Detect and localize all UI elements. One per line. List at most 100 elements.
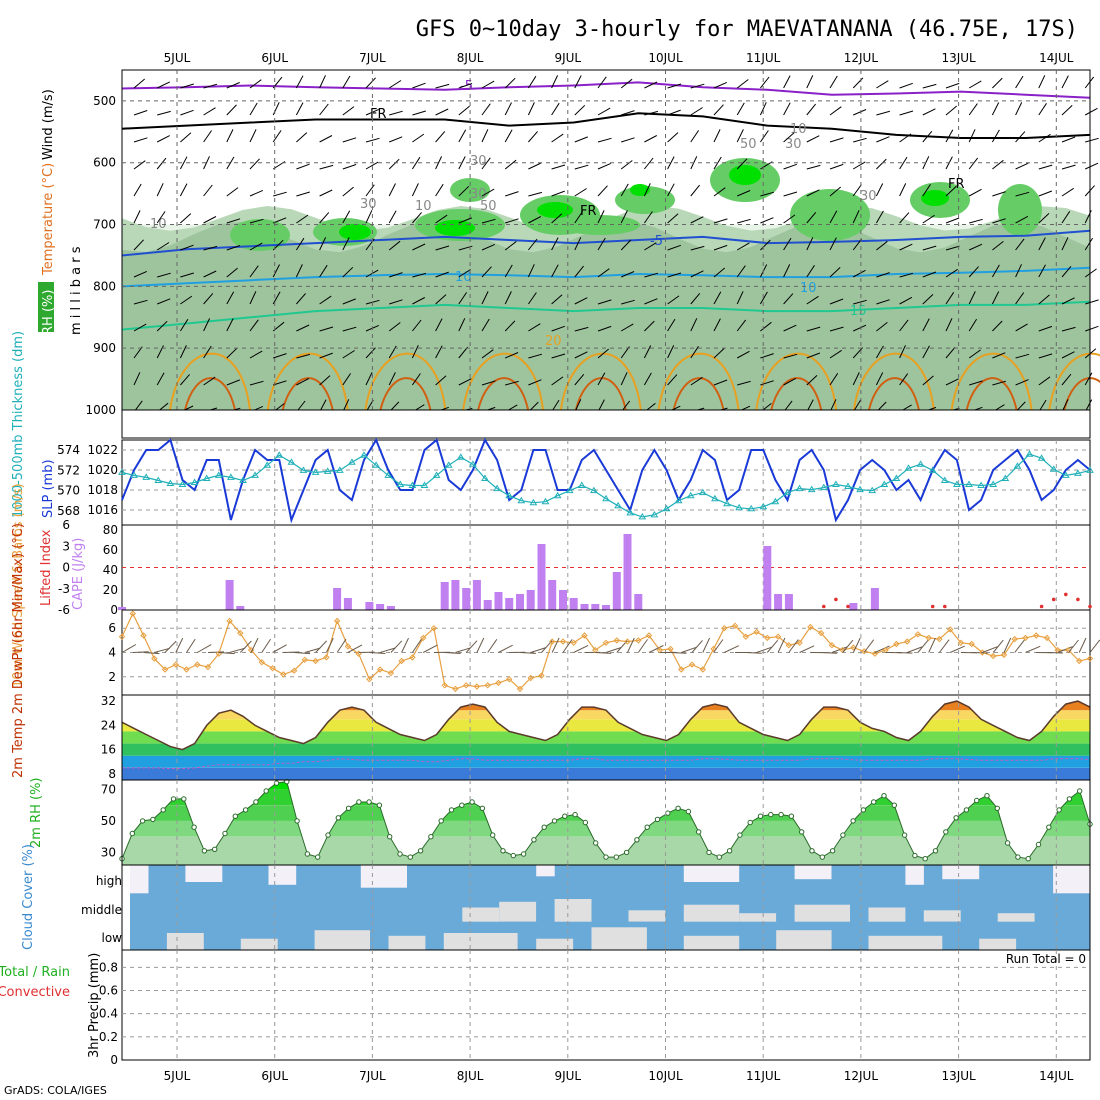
thickness-point: [928, 466, 937, 473]
cloud-clear-block: [314, 930, 370, 950]
wind-barb: [157, 272, 171, 278]
cape-lifted-index-panel: 0 20 40 60 80 -6 -3 0 3 6: [58, 518, 1092, 617]
wind-barb: [1014, 639, 1025, 653]
wind-barb: [637, 639, 648, 653]
wind-barb: [690, 83, 705, 89]
rh-point: [582, 819, 589, 826]
wind-barb: [390, 640, 403, 653]
wind-barb: [1061, 105, 1073, 116]
wind-barb: [737, 218, 751, 224]
wind-barb: [648, 645, 664, 653]
wind-barb: [203, 293, 214, 305]
wind-barb: [760, 217, 774, 224]
contour-label: 10: [415, 199, 432, 214]
lifted-index-point: [1064, 592, 1068, 597]
wind-barb: [945, 292, 955, 305]
wind-barb: [922, 245, 937, 251]
wind-barb: [1085, 325, 1099, 332]
wind-barb: [644, 135, 658, 143]
wind-barb: [304, 647, 321, 653]
wind-barb: [296, 293, 306, 305]
wind-barb: [226, 318, 234, 332]
wind-barb: [319, 135, 333, 143]
top-date-label: 12JUL: [844, 51, 879, 65]
wind-barb: [992, 352, 1006, 359]
wind-barb: [574, 104, 586, 116]
wind-barb: [1061, 297, 1075, 305]
wind-barb: [342, 186, 354, 197]
wind-barb: [203, 107, 216, 116]
wind-barb: [342, 326, 357, 332]
wind-speed-point: [495, 679, 502, 687]
rh-saturated-blob: [339, 224, 371, 240]
rh-point: [160, 807, 166, 813]
cloud-clear-block: [591, 927, 647, 950]
wind-barb: [156, 242, 170, 251]
wind-barb: [551, 353, 566, 359]
wind-speed-point: [183, 666, 190, 673]
bottom-date-label: 6JUL: [261, 1069, 288, 1083]
cape-bar: [623, 534, 632, 610]
cloud-clear-block: [166, 933, 204, 950]
rh-point: [757, 813, 764, 819]
wind-barb: [249, 291, 257, 305]
wind-barb: [713, 218, 728, 224]
thickness-point: [614, 501, 622, 509]
wind-barb: [899, 319, 909, 332]
wind-speed-point: [151, 655, 158, 662]
wind-barb: [296, 324, 310, 332]
wind-barb: [896, 652, 913, 654]
cape-tick-label: 40: [103, 563, 118, 577]
cape-bar: [343, 598, 352, 610]
wind-barb: [157, 298, 171, 305]
isotherm-25: [867, 377, 920, 411]
wind-barb: [574, 351, 588, 359]
wind-barb: [627, 637, 635, 653]
cape-bar: [537, 544, 546, 610]
rh-point: [901, 832, 908, 838]
wind-speed-point: [785, 641, 793, 649]
contour-label: 30: [360, 197, 377, 212]
precip-tick-label: 0: [110, 1053, 118, 1067]
wind-barb: [736, 319, 747, 332]
thickness-point: [1086, 466, 1094, 473]
wind-barb: [574, 373, 585, 386]
rh-point: [593, 840, 599, 846]
wind-barb: [1061, 326, 1076, 332]
thickness-tick-label: 568: [57, 504, 80, 518]
cape-label: CAPE (J/kg): [71, 538, 86, 610]
wind-barb: [487, 639, 498, 653]
wind-barb: [853, 137, 867, 143]
wind-barb: [922, 108, 936, 116]
rh-point: [840, 832, 846, 838]
rh-point: [531, 837, 537, 843]
wind-speed-point: [1075, 657, 1083, 665]
wind-barb: [783, 75, 791, 89]
wind-barb: [597, 325, 612, 332]
wind-barb: [203, 318, 211, 332]
wind-barb: [899, 82, 913, 89]
rh-point: [469, 799, 475, 805]
wind-barb: [388, 372, 396, 386]
wind-barb: [737, 190, 751, 197]
wind-barb: [788, 639, 799, 653]
rh-point: [623, 849, 630, 856]
wind-barb: [574, 326, 589, 332]
li-tick-label: 6: [62, 518, 70, 532]
wind-barb: [992, 320, 1003, 332]
wind-barb: [852, 184, 862, 197]
cloud-clear-block: [868, 907, 906, 922]
wind-speed-point: [1054, 646, 1061, 654]
wind-barb: [283, 651, 300, 653]
wind-barb: [1085, 137, 1099, 143]
rh-saturated-blob: [435, 220, 475, 236]
wind-barb: [504, 102, 512, 116]
isotherm-20: [364, 352, 447, 411]
li-tick-label: 0: [62, 561, 70, 575]
wind-barb: [806, 326, 821, 332]
wind-speed-point: [774, 633, 782, 640]
rh-point: [253, 799, 259, 805]
wind-barb: [180, 132, 192, 143]
wind-barb: [296, 132, 308, 143]
rh-point: [860, 807, 867, 813]
